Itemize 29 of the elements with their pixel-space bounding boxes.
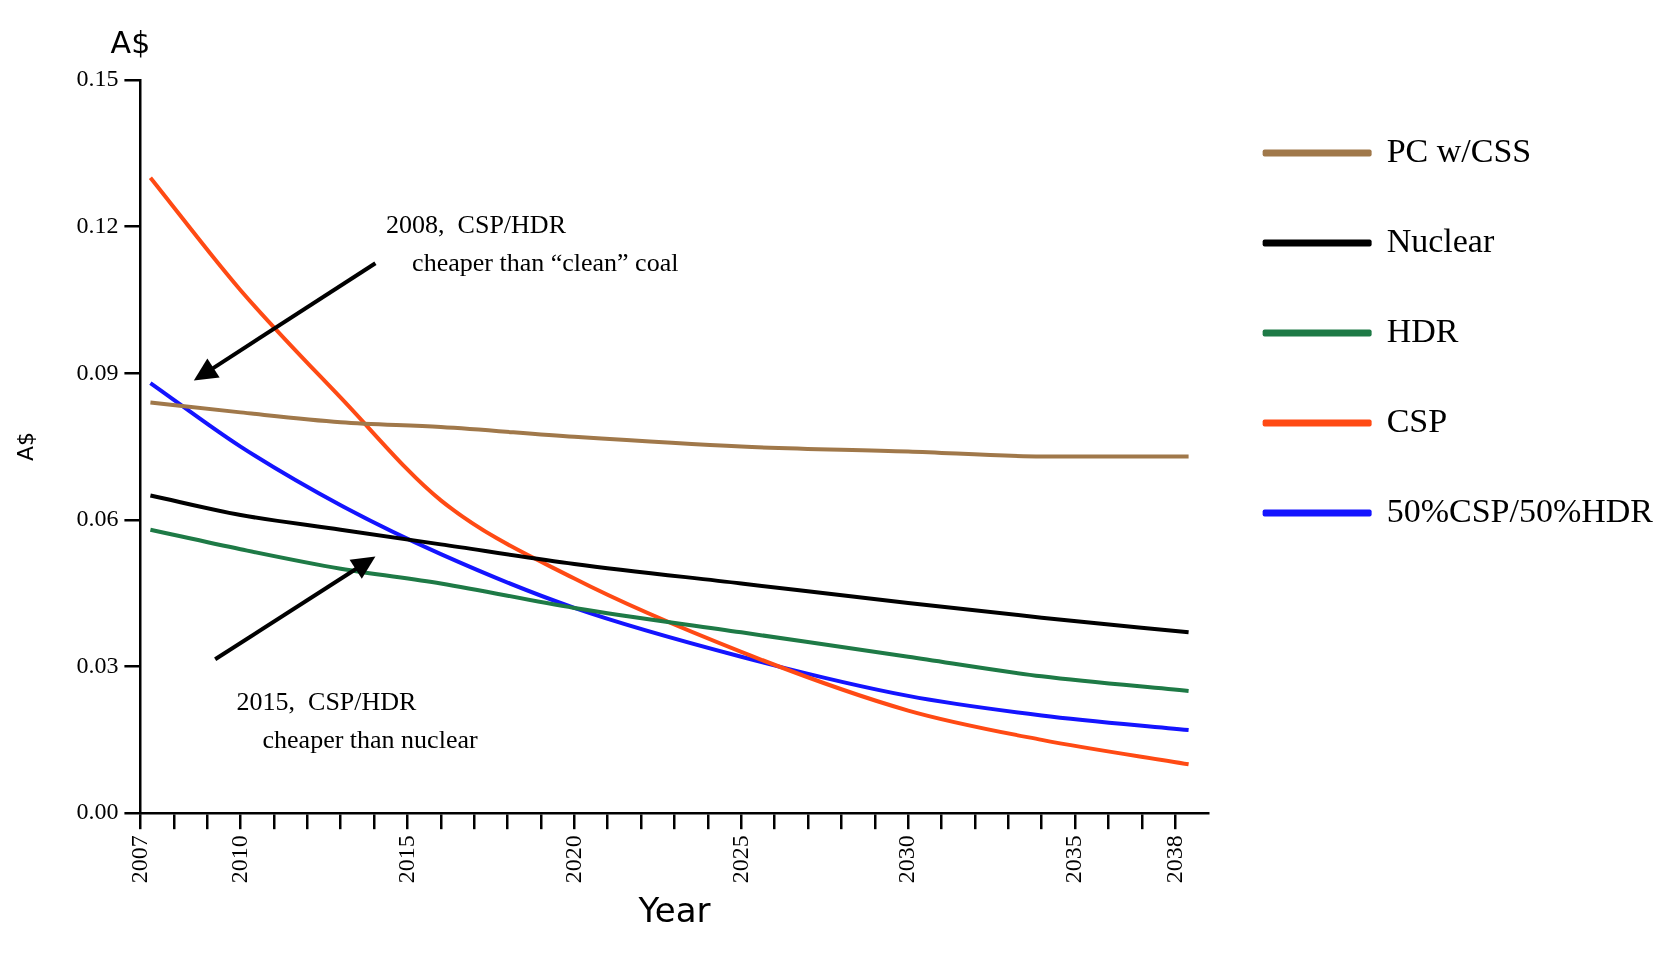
x-tick-label: 2010 bbox=[225, 835, 252, 884]
line-series bbox=[148, 527, 1191, 693]
x-axis-title: Year bbox=[637, 890, 711, 931]
x-tick-label: 2025 bbox=[726, 835, 753, 884]
y-tick-label: 0.00 bbox=[76, 798, 119, 825]
x-tick-label: 2007 bbox=[125, 835, 152, 884]
y-tick-label: 0.09 bbox=[76, 358, 119, 385]
y-tick-label: 0.03 bbox=[76, 651, 119, 678]
legend-label: 50%CSP/50%HDR bbox=[1386, 491, 1654, 529]
y-axis-title: A$ bbox=[12, 432, 38, 462]
y-tick-label: 0.06 bbox=[76, 505, 119, 532]
line-series bbox=[148, 400, 1191, 459]
x-tick-label: 2020 bbox=[559, 835, 586, 884]
x-tick-label: 2038 bbox=[1160, 835, 1187, 884]
y-tick-label: 0.12 bbox=[76, 211, 119, 238]
x-tick-label: 2030 bbox=[893, 835, 920, 884]
legend-label: Nuclear bbox=[1386, 221, 1495, 259]
y-tick-label: 0.15 bbox=[76, 65, 119, 92]
x-tick-label: 2015 bbox=[392, 835, 419, 884]
legend-label: CSP bbox=[1386, 401, 1448, 439]
legend-label: PC w/CSS bbox=[1386, 131, 1532, 169]
text: A$ bbox=[110, 24, 151, 60]
annotation: 2015, CSP/HDR cheaper than nuclear bbox=[236, 687, 478, 755]
legend-label: HDR bbox=[1386, 311, 1459, 349]
line-series bbox=[148, 381, 1191, 733]
annotation: 2008, CSP/HDR cheaper than “clean” coal bbox=[386, 210, 679, 278]
line-series bbox=[148, 175, 1191, 767]
line-series bbox=[148, 493, 1191, 635]
x-tick-label: 2035 bbox=[1060, 835, 1087, 884]
